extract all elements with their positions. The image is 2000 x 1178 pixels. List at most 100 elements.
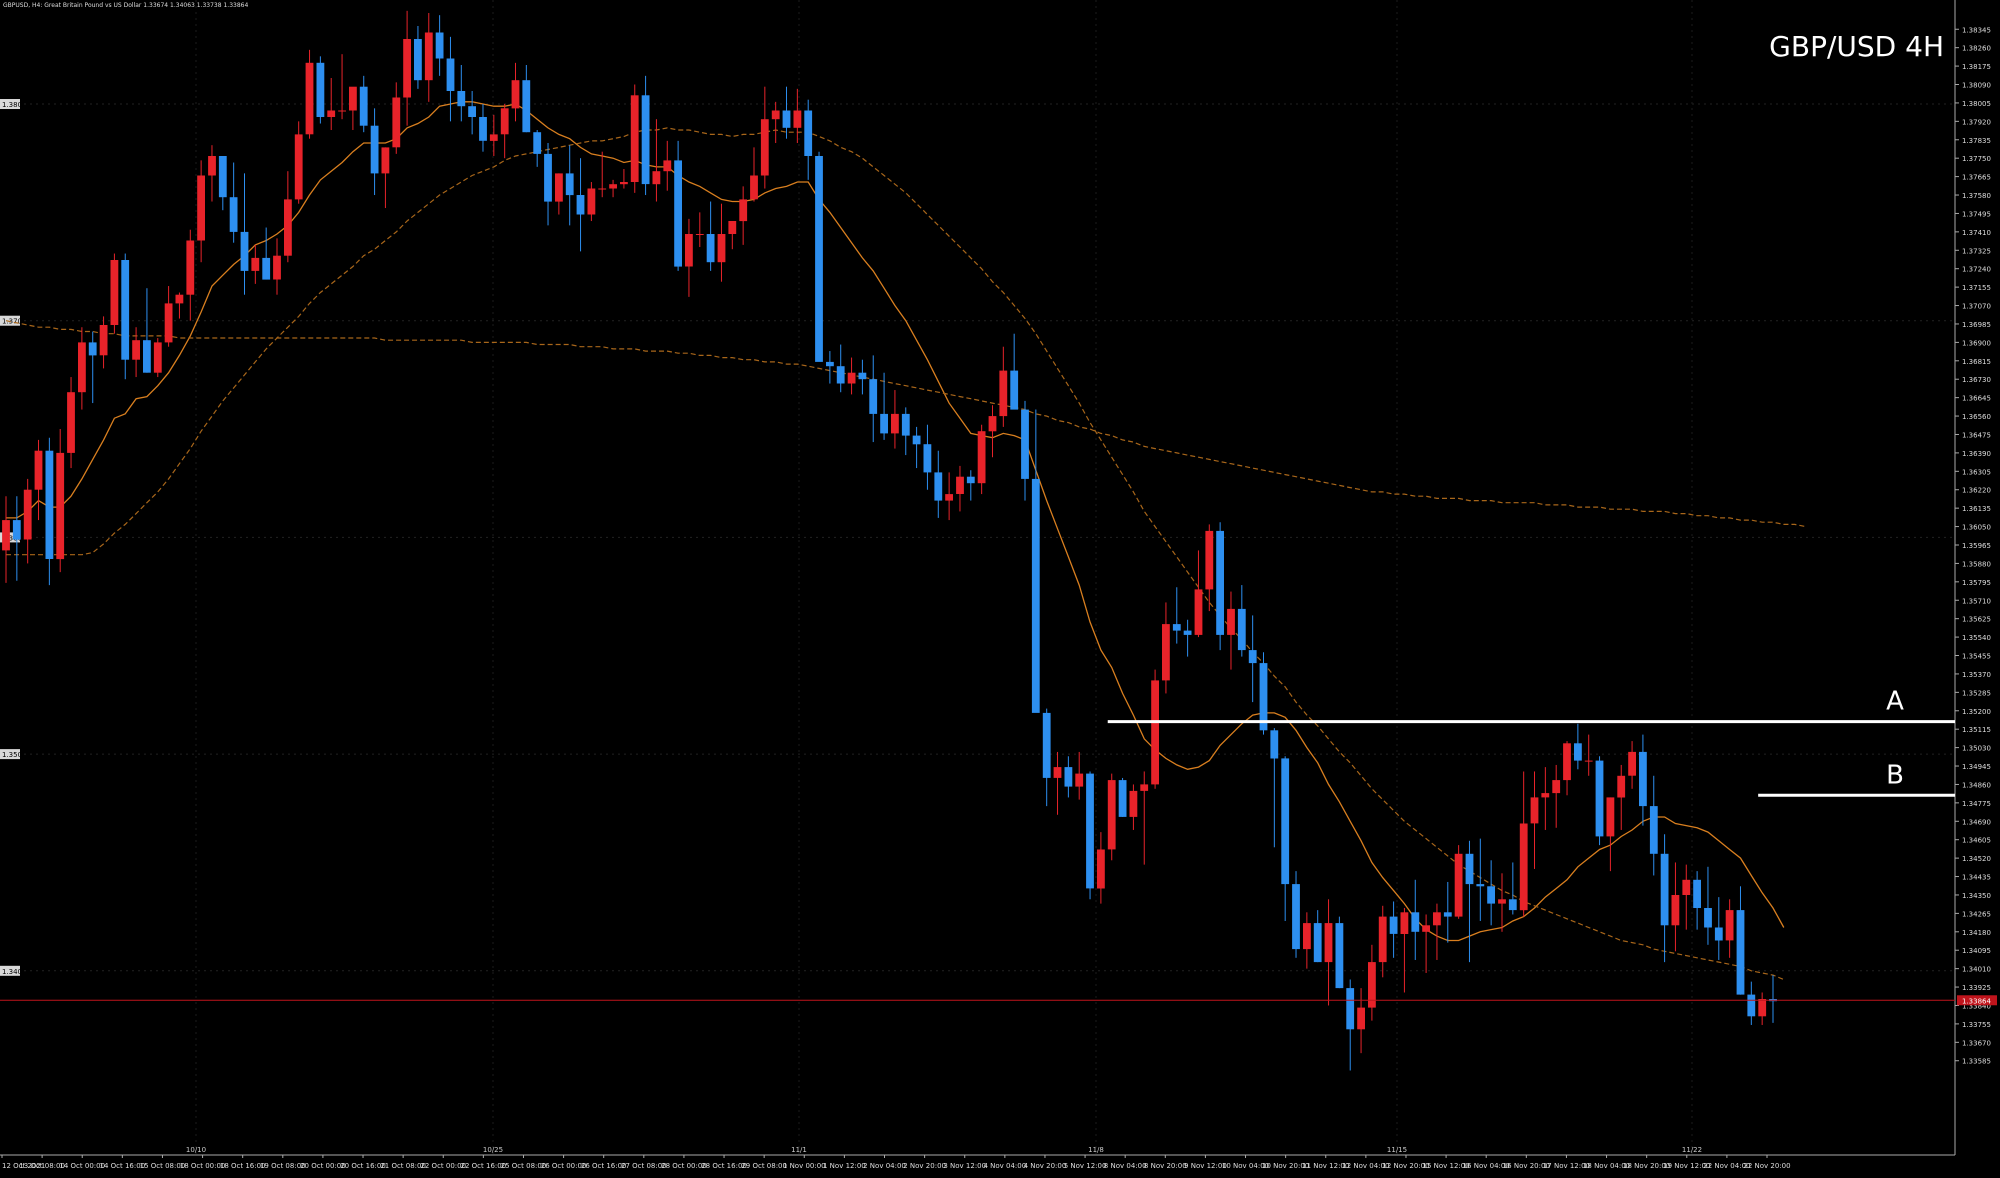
candle	[1660, 834, 1669, 963]
candle	[1248, 615, 1257, 703]
candle	[1021, 400, 1029, 501]
candle	[1476, 838, 1485, 921]
candle	[1714, 897, 1723, 960]
candle	[1346, 979, 1355, 1071]
time-tick-label: 12 Nov 20:00	[1382, 1162, 1429, 1170]
candle-body	[999, 370, 1008, 417]
ma-fast-line	[6, 101, 1785, 942]
price-tick-label: 1.34265	[1962, 910, 1991, 918]
candle-body	[132, 340, 140, 360]
left-marker-label: 1.380	[2, 101, 22, 109]
ma-long-line	[5, 320, 1806, 528]
price-tick-label: 1.38175	[1962, 63, 1991, 71]
time-tick-label: 28 Oct 16:00	[701, 1162, 747, 1170]
candle-body	[1498, 899, 1506, 904]
candle	[1606, 797, 1615, 872]
candle-body	[121, 260, 130, 360]
time-tick-label: 14 Oct 16:00	[100, 1162, 146, 1170]
candle-body	[1704, 908, 1712, 928]
candle-body	[1335, 923, 1344, 989]
time-tick-label: 16 Nov 20:00	[1503, 1162, 1550, 1170]
candle	[587, 182, 596, 222]
candle	[977, 424, 986, 495]
time-tick-label: 5 Nov 12:00	[1064, 1162, 1107, 1170]
candle-body	[489, 134, 498, 141]
candle-body	[956, 476, 964, 494]
candle-body	[143, 340, 151, 373]
candle	[1693, 871, 1701, 930]
price-tick-label: 1.35710	[1962, 597, 1991, 605]
candle	[544, 143, 552, 226]
candle-body	[1031, 478, 1040, 713]
candle	[67, 377, 75, 469]
candle	[739, 186, 748, 245]
candle	[1758, 992, 1767, 1025]
candle	[2, 496, 10, 583]
candle-body	[34, 450, 43, 490]
candle	[1747, 981, 1756, 1025]
candle-body	[164, 303, 173, 343]
candle-body	[1443, 912, 1452, 917]
time-tick-label: 19 Oct 08:00	[260, 1162, 306, 1170]
candle	[793, 88, 802, 144]
candle	[815, 151, 823, 362]
candle-body	[338, 110, 346, 112]
candle	[1162, 602, 1170, 694]
time-tick-label: 20 Oct 16:00	[340, 1162, 386, 1170]
candle	[208, 145, 216, 202]
candle-body	[1042, 712, 1051, 778]
candle	[23, 478, 32, 564]
price-tick-label: 1.37410	[1962, 229, 1991, 237]
candle-body	[912, 435, 921, 445]
candle	[847, 357, 856, 395]
candle	[1194, 550, 1203, 638]
candle-body	[424, 32, 433, 81]
candle-body	[251, 257, 260, 271]
candle	[327, 78, 336, 131]
left-marker-label: 1.340	[2, 968, 22, 976]
candle-body	[923, 444, 932, 473]
candle-body	[630, 95, 639, 182]
candle-body	[1324, 923, 1333, 963]
candle	[620, 169, 628, 189]
candle-body	[1140, 784, 1149, 791]
price-tick-label: 1.35370	[1962, 671, 1991, 679]
price-tick-label: 1.35030	[1962, 745, 1991, 753]
candle-body	[67, 392, 75, 453]
left-marker-box	[0, 532, 20, 543]
candle-body	[284, 199, 292, 256]
candle-body	[1389, 916, 1398, 934]
candle-body	[262, 257, 271, 280]
price-tick-label: 1.34690	[1962, 818, 1991, 826]
candle-body	[695, 234, 704, 235]
symbol-header: GBPUSD, H4: Great Britain Pound vs US Do…	[3, 2, 249, 9]
candle	[1574, 723, 1582, 770]
candle-body	[1758, 999, 1767, 1017]
candle	[1042, 708, 1051, 807]
candle-body	[782, 110, 791, 128]
price-tick-label: 1.36050	[1962, 524, 1991, 532]
candle-body	[1628, 751, 1636, 776]
candle-body	[815, 156, 823, 362]
price-tick-label: 1.34775	[1962, 800, 1991, 808]
candle-body	[966, 476, 975, 484]
price-tick-label: 1.36815	[1962, 358, 1991, 366]
time-tick-label: 1 Nov 00:00	[783, 1162, 826, 1170]
candle-body	[1671, 895, 1680, 926]
candle	[479, 104, 487, 152]
candle	[826, 351, 834, 384]
candle-body	[685, 234, 693, 267]
time-tick-label: 15 Nov 12:00	[1422, 1162, 1469, 1170]
time-tick-label: 16 Nov 04:00	[1463, 1162, 1510, 1170]
candle	[500, 104, 509, 159]
price-tick-label: 1.34945	[1962, 763, 1991, 771]
time-tick-label: 4 Nov 04:00	[983, 1162, 1026, 1170]
candle	[1671, 862, 1680, 952]
candle-body	[1237, 608, 1246, 651]
candle-body	[1552, 780, 1561, 794]
candle-body	[1205, 530, 1214, 590]
candle-body	[858, 372, 867, 380]
time-tick-label: 14 Oct 00:00	[59, 1162, 105, 1170]
